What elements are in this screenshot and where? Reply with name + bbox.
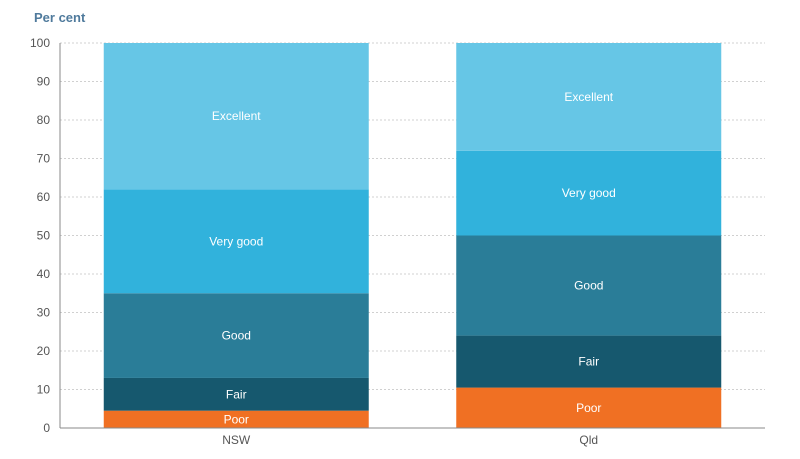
segment-label-poor: Poor [224, 412, 249, 426]
segment-label-good: Good [222, 329, 251, 343]
y-axis-ticks: 0 10 20 30 40 50 60 70 80 90 100 [30, 36, 50, 435]
y-tick-label: 40 [37, 267, 51, 281]
y-axis-title: Per cent [34, 10, 86, 25]
y-tick-label: 90 [37, 75, 51, 89]
bar-segment-good [103, 293, 369, 378]
y-tick-label: 100 [30, 36, 50, 50]
bars: Poor Fair Good Very good Excellent Poor Fair Go… [103, 43, 722, 428]
bar-segment-excellent [103, 43, 369, 190]
y-tick-label: 10 [37, 383, 51, 397]
x-tick-label: NSW [222, 433, 251, 447]
bar-segment-good [456, 235, 722, 336]
segment-label-very-good: Very good [209, 234, 263, 248]
bar-segment-fair [456, 335, 722, 388]
y-tick-label: 20 [37, 344, 51, 358]
bar-stack-qld: Poor Fair Good Very good Excellent [456, 43, 722, 428]
segment-label-very-good: Very good [562, 186, 616, 200]
x-tick-label: Qld [579, 433, 598, 447]
bar-segment-poor [456, 387, 722, 428]
segment-label-fair: Fair [578, 355, 599, 369]
y-tick-label: 0 [43, 421, 50, 435]
segment-label-excellent: Excellent [564, 90, 613, 104]
y-tick-label: 60 [37, 190, 51, 204]
y-tick-label: 30 [37, 306, 51, 320]
bar-stack-nsw: Poor Fair Good Very good Excellent [103, 43, 369, 428]
segment-label-poor: Poor [576, 401, 601, 415]
segment-label-fair: Fair [226, 387, 247, 401]
y-tick-label: 70 [37, 152, 51, 166]
segment-label-excellent: Excellent [212, 109, 261, 123]
x-axis-ticks: NSW Qld [222, 433, 598, 447]
bar-segment-fair [103, 377, 369, 411]
bar-segment-poor [103, 410, 369, 428]
bar-segment-very-good [103, 189, 369, 294]
bar-segment-excellent [456, 43, 722, 151]
segment-label-good: Good [574, 279, 603, 293]
y-tick-label: 80 [37, 113, 51, 127]
y-tick-label: 50 [37, 229, 51, 243]
bar-segment-very-good [456, 150, 722, 236]
